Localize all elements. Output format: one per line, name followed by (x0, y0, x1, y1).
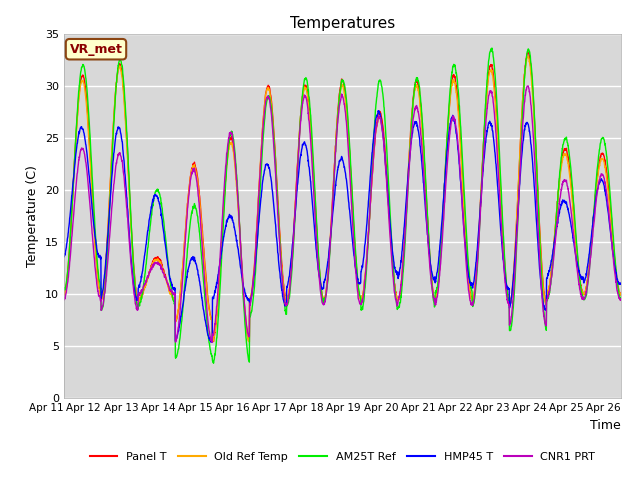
X-axis label: Time: Time (590, 419, 621, 432)
Panel T (524, 49, 532, 55)
AM25T Ref (617, 297, 625, 302)
Line: Panel T: Panel T (64, 52, 621, 342)
Panel T (568, 188, 575, 193)
AM25T Ref (358, 307, 366, 312)
Old Ref Temp (568, 193, 575, 199)
HMP45 T (371, 125, 378, 131)
Text: VR_met: VR_met (70, 43, 122, 56)
CNR1 PRT (358, 299, 366, 305)
AM25T Ref (210, 360, 218, 366)
HMP45 T (207, 339, 215, 345)
Old Ref Temp (215, 277, 223, 283)
AM25T Ref (216, 295, 223, 301)
Old Ref Temp (584, 276, 591, 282)
CNR1 PRT (216, 265, 223, 271)
AM25T Ref (568, 177, 575, 183)
Old Ref Temp (246, 339, 253, 345)
Panel T (246, 339, 253, 345)
HMP45 T (617, 281, 625, 287)
CNR1 PRT (617, 297, 625, 303)
Line: AM25T Ref: AM25T Ref (64, 48, 621, 363)
AM25T Ref (584, 284, 591, 289)
Old Ref Temp (524, 54, 532, 60)
Old Ref Temp (504, 293, 512, 299)
Old Ref Temp (60, 291, 68, 297)
Line: HMP45 T: HMP45 T (64, 111, 621, 342)
CNR1 PRT (524, 83, 532, 89)
Panel T (60, 291, 68, 297)
Y-axis label: Temperature (C): Temperature (C) (26, 165, 40, 267)
Panel T (215, 278, 223, 284)
Title: Temperatures: Temperatures (290, 16, 395, 31)
AM25T Ref (60, 286, 68, 291)
Line: Old Ref Temp: Old Ref Temp (64, 57, 621, 342)
Panel T (504, 292, 512, 298)
Panel T (617, 292, 625, 298)
HMP45 T (216, 264, 223, 270)
AM25T Ref (504, 297, 512, 303)
CNR1 PRT (584, 282, 591, 288)
Old Ref Temp (371, 142, 378, 148)
Panel T (358, 295, 366, 301)
AM25T Ref (371, 121, 378, 127)
CNR1 PRT (209, 339, 216, 345)
CNR1 PRT (371, 141, 378, 146)
Panel T (371, 140, 378, 145)
CNR1 PRT (60, 296, 68, 302)
Legend: Panel T, Old Ref Temp, AM25T Ref, HMP45 T, CNR1 PRT: Panel T, Old Ref Temp, AM25T Ref, HMP45 … (85, 448, 600, 467)
HMP45 T (374, 108, 382, 114)
HMP45 T (584, 264, 591, 270)
Panel T (584, 277, 591, 283)
Old Ref Temp (617, 292, 625, 298)
AM25T Ref (488, 45, 496, 51)
HMP45 T (358, 264, 366, 270)
CNR1 PRT (568, 215, 575, 221)
Line: CNR1 PRT: CNR1 PRT (64, 86, 621, 342)
HMP45 T (504, 285, 512, 291)
CNR1 PRT (504, 299, 512, 305)
HMP45 T (60, 253, 68, 259)
Old Ref Temp (358, 295, 366, 300)
HMP45 T (568, 227, 575, 233)
